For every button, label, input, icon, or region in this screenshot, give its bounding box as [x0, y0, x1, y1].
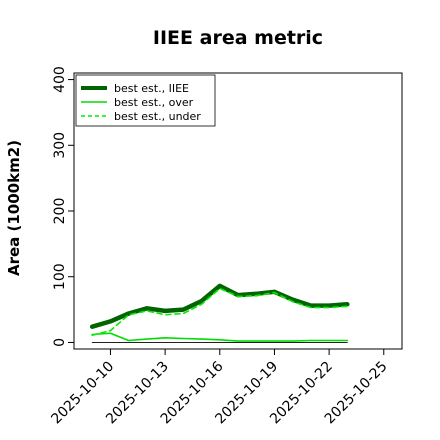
y-tick-label: 300: [52, 132, 68, 159]
y-tick-label: 100: [52, 263, 68, 290]
series-layer: [89, 283, 350, 343]
legend-box: [75, 74, 216, 127]
y-tick-label: 400: [52, 66, 68, 93]
y-axis: 0 100 200 300 400: [52, 66, 74, 347]
series-line-solid-thick: [89, 283, 350, 329]
series-line-dashed: [91, 287, 349, 337]
chart-title: IIEE area metric: [153, 27, 323, 49]
series-line-solid: [91, 332, 349, 342]
y-tick-label: 0: [52, 338, 68, 347]
y-tick-label: 200: [52, 198, 68, 225]
legend-label: best est., under: [114, 110, 201, 123]
y-axis-label: Area (1000km2): [5, 140, 23, 276]
legend-label: best est., over: [114, 96, 194, 109]
x-axis: 2025-10-102025-10-132025-10-162025-10-19…: [48, 349, 391, 427]
legend-label: best est., IIEE: [114, 82, 189, 95]
